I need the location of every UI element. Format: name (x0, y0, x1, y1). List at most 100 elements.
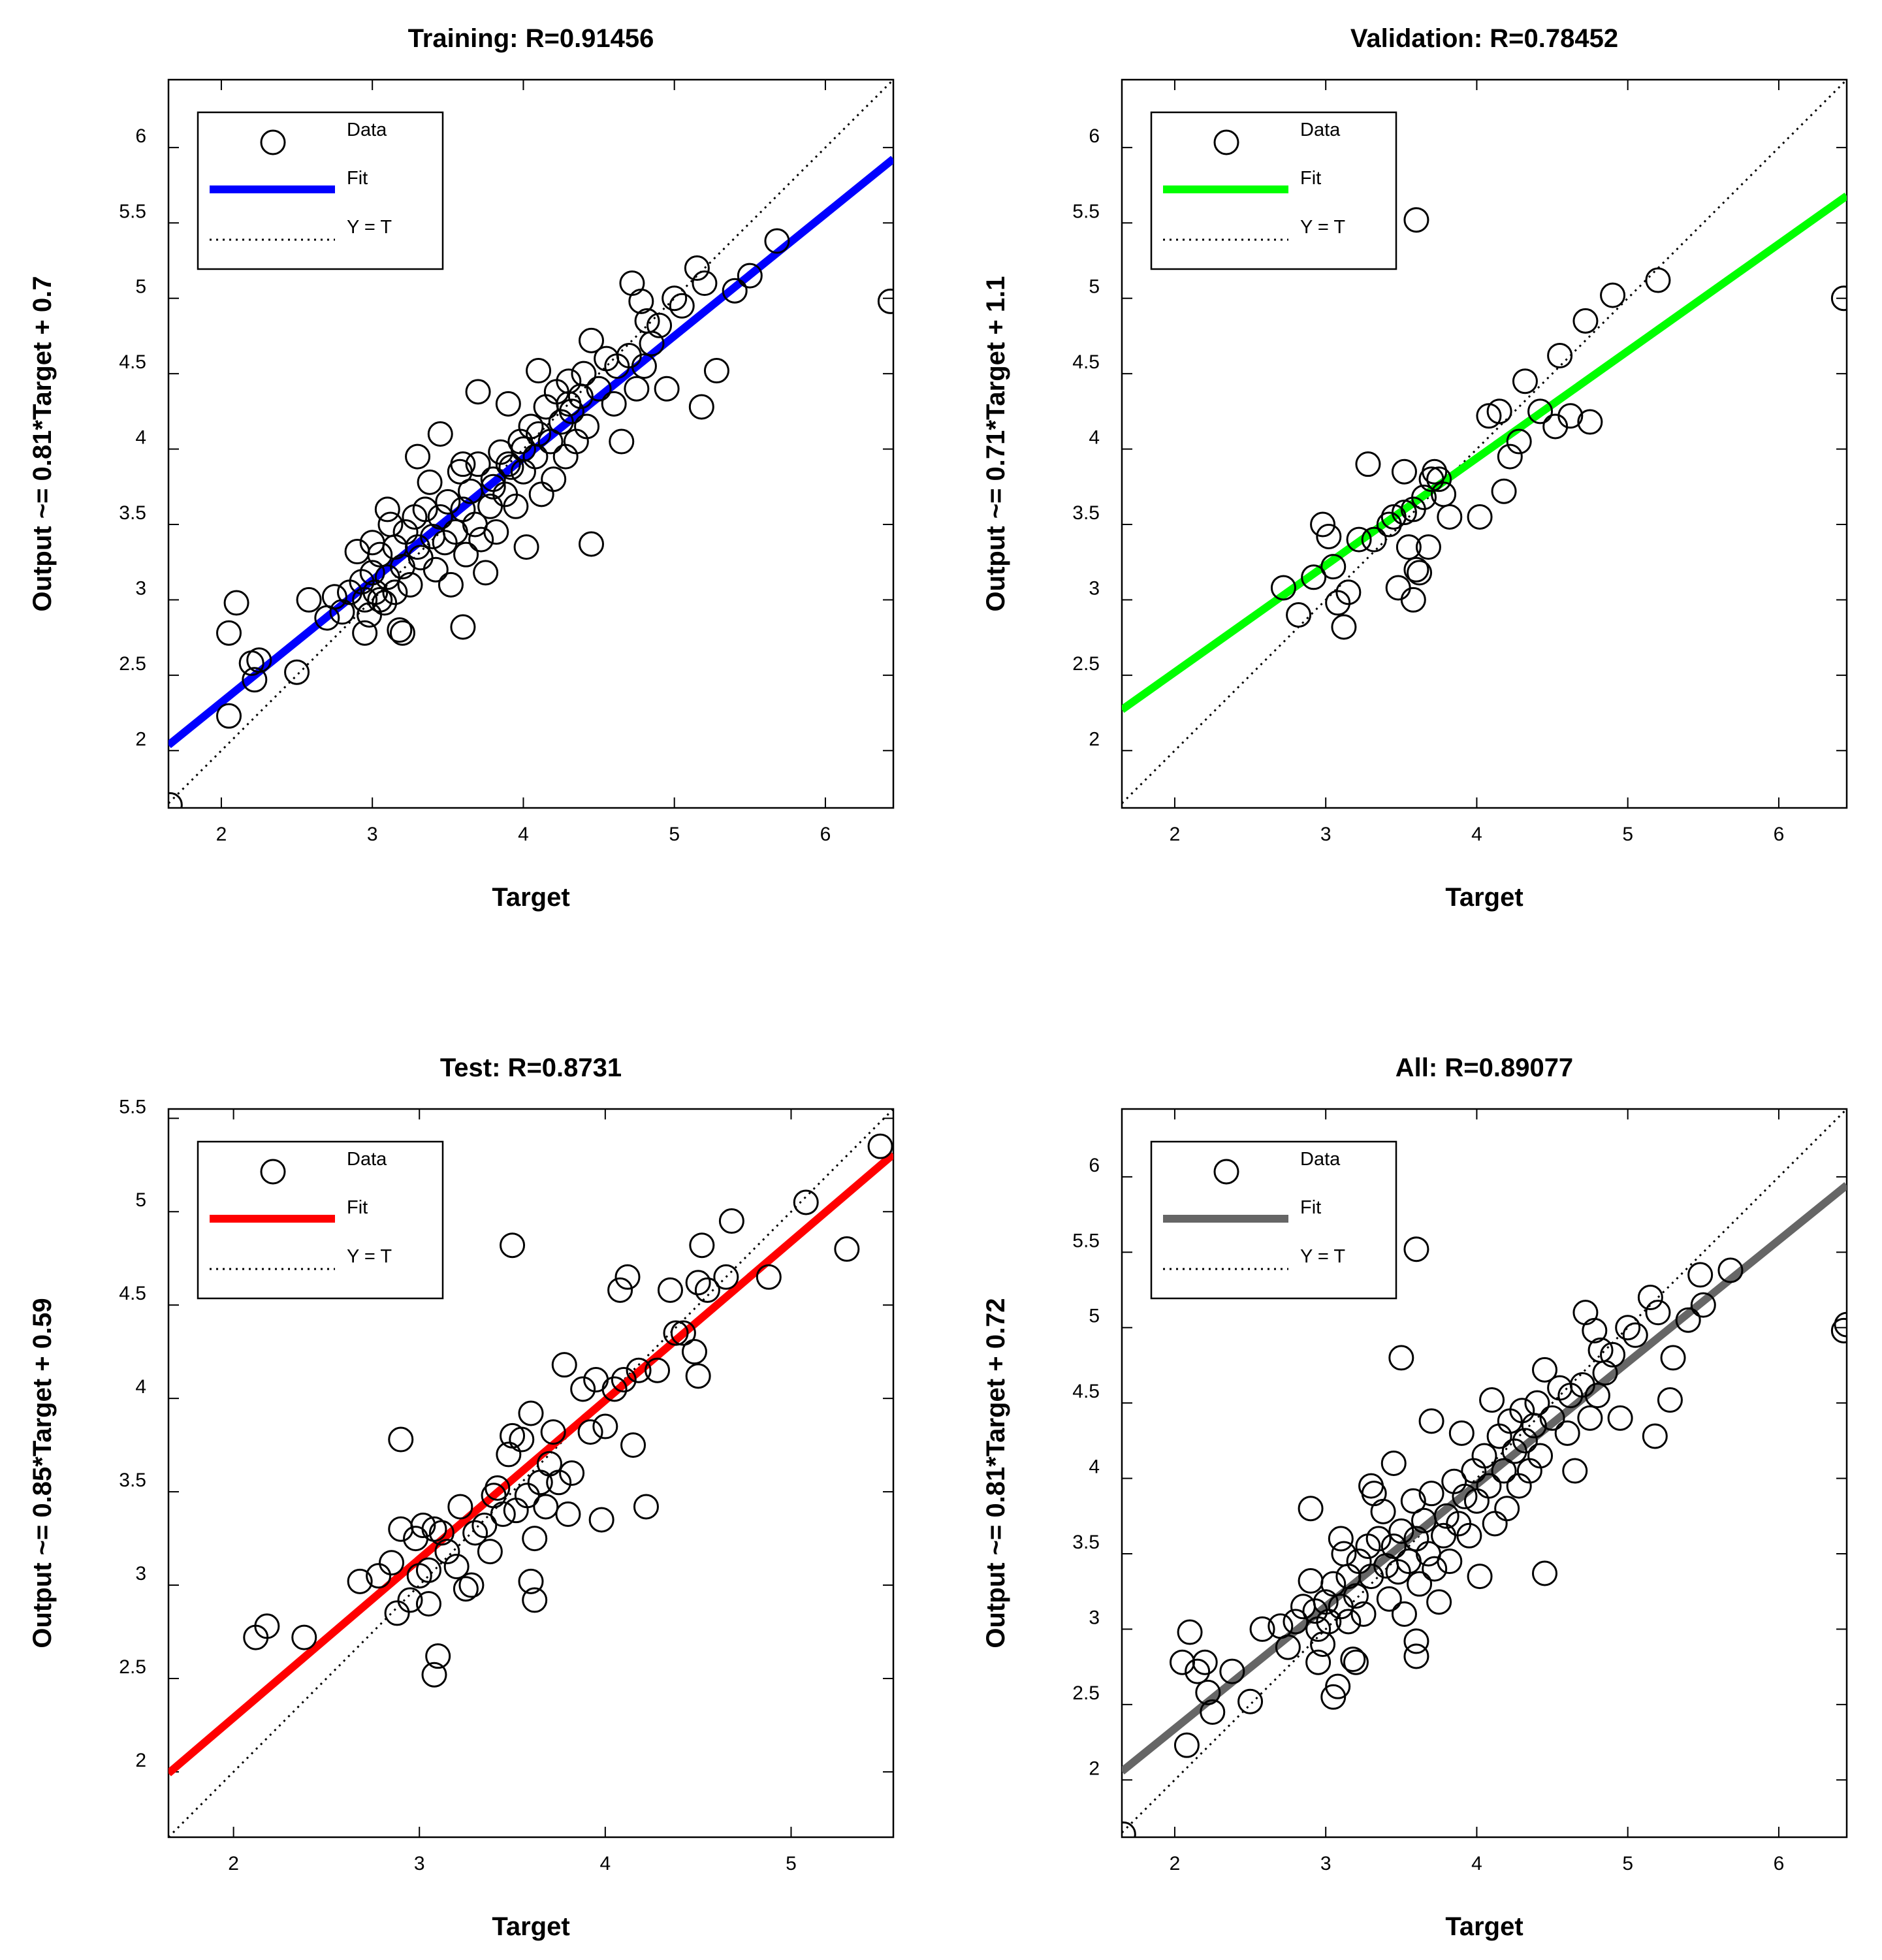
data-point (447, 1494, 473, 1520)
data-point (1355, 451, 1381, 477)
legend-label: Fit (347, 1197, 368, 1218)
data-point (1325, 1673, 1351, 1699)
y-tick-label: 3.5 (1072, 502, 1100, 524)
data-point (548, 409, 574, 435)
data-point (1331, 614, 1357, 640)
x-tick-label: 4 (600, 1853, 611, 1874)
data-point (1268, 1613, 1294, 1639)
data-point (631, 353, 657, 379)
data-point (216, 620, 242, 646)
data-point (1403, 1236, 1429, 1262)
data-point (607, 1277, 633, 1303)
x-tick-label: 2 (228, 1853, 239, 1874)
data-point (737, 263, 763, 289)
data-point (1400, 586, 1426, 613)
data-point (1622, 1322, 1648, 1348)
data-point (495, 451, 521, 477)
data-point (518, 1400, 544, 1426)
data-point (1600, 1341, 1626, 1368)
legend-label: Fit (347, 168, 368, 189)
data-point (477, 1539, 503, 1565)
data-point (559, 1460, 585, 1486)
data-point (1385, 1559, 1411, 1585)
y-tick-label: 3.5 (119, 502, 146, 524)
data-point (1270, 575, 1296, 601)
data-point (1547, 1375, 1573, 1401)
plot-area (167, 78, 895, 809)
data-point (510, 436, 536, 462)
x-axis-label: Target (1445, 883, 1523, 912)
data-point (387, 617, 413, 643)
data-point (1316, 523, 1342, 549)
data-point (465, 379, 491, 405)
data-point (359, 560, 385, 586)
data-point (1219, 1658, 1245, 1684)
data-point (1467, 1564, 1493, 1590)
legend-data-marker (1213, 129, 1239, 155)
data-point (834, 1236, 860, 1262)
plot-content (168, 80, 893, 808)
data-point (1305, 1649, 1332, 1675)
data-point (1400, 1488, 1426, 1514)
data-point (1547, 342, 1573, 368)
data-point (1687, 1262, 1714, 1288)
y-axis-label: Output ~= 0.71*Target + 1.1 (981, 276, 1010, 612)
data-point (1497, 443, 1523, 470)
data-point (1467, 504, 1493, 530)
data-point (555, 1501, 581, 1527)
y-tick-label: 4.5 (119, 1283, 146, 1304)
data-point (1415, 534, 1441, 560)
data-point (681, 1339, 707, 1365)
plot-content (168, 1109, 893, 1837)
data-point (397, 571, 423, 598)
chart-panel-3: Test: R=0.8731 2 3 4 5 2 2.5 3 3.5 4 4.5 5 5.5 Target… (28, 1053, 895, 1941)
data-point (1403, 1643, 1429, 1669)
data-point (1456, 1522, 1482, 1549)
legend: Data Fit Y = T (1150, 111, 1397, 270)
data-point (1185, 1658, 1211, 1684)
data-point (1388, 1518, 1414, 1544)
data-point (1637, 1285, 1663, 1311)
data-point (646, 312, 673, 338)
data-point (688, 394, 714, 420)
data-point (321, 584, 347, 610)
data-point (533, 1494, 559, 1520)
data-point (764, 228, 790, 254)
data-point (877, 288, 893, 314)
data-point (571, 361, 597, 387)
x-tick-label: 3 (1320, 1853, 1332, 1874)
data-point (1657, 1387, 1683, 1413)
data-point (1310, 511, 1336, 538)
plot-area (1121, 1108, 1848, 1839)
data-point (462, 1520, 488, 1546)
data-point (624, 376, 650, 402)
data-point (1448, 1420, 1475, 1446)
data-point (347, 1568, 373, 1594)
data-point (1645, 267, 1671, 293)
y-tick-label: 5 (135, 276, 146, 298)
data-point (1471, 1443, 1497, 1469)
data-point (1388, 1345, 1414, 1371)
data-point (601, 1376, 628, 1402)
x-tick-label: 2 (1170, 824, 1181, 845)
legend-label: Y = T (347, 1246, 392, 1267)
y-axis-label: Output ~= 0.81*Target + 0.72 (981, 1298, 1010, 1648)
data-point (1343, 1649, 1369, 1675)
data-point (509, 1426, 535, 1453)
data-point (374, 496, 400, 522)
data-point (614, 1264, 641, 1290)
data-point (1584, 1383, 1610, 1409)
data-point (498, 454, 524, 480)
fit-line (1122, 192, 1847, 713)
data-point (242, 667, 268, 693)
data-point (692, 270, 718, 297)
data-point (694, 1277, 720, 1303)
y-tick-label: 4.5 (119, 351, 146, 373)
plot-content (1122, 80, 1847, 805)
data-point (1335, 1609, 1362, 1635)
data-point (526, 358, 552, 384)
data-point (1494, 1496, 1520, 1522)
legend-label: Y = T (1300, 1246, 1345, 1267)
data-point (468, 526, 494, 553)
